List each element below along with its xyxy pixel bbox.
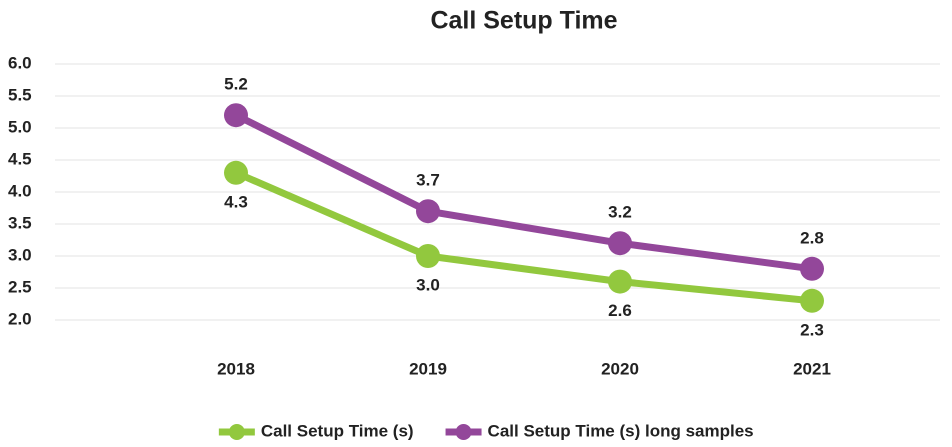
y-tick-label: 3.0	[8, 245, 32, 264]
data-point	[608, 231, 632, 256]
data-label: 2.6	[608, 301, 632, 320]
x-tick-label: 2018	[217, 359, 255, 378]
data-label: 3.2	[608, 203, 632, 222]
data-point	[224, 103, 248, 128]
y-tick-label: 5.0	[8, 117, 32, 136]
series-line	[234, 169, 813, 305]
series-line	[234, 112, 813, 273]
y-tick-label: 4.5	[8, 149, 32, 168]
data-point	[800, 288, 824, 313]
legend-label: Call Setup Time (s)	[261, 421, 414, 440]
x-tick-label: 2019	[409, 359, 447, 378]
data-point	[416, 199, 440, 224]
chart-title: Call Setup Time	[430, 7, 617, 35]
data-label: 4.3	[224, 192, 248, 211]
data-point	[416, 244, 440, 268]
data-point	[800, 256, 824, 281]
data-point	[608, 269, 632, 294]
data-point	[224, 160, 248, 185]
y-tick-label: 5.5	[8, 85, 32, 104]
y-tick-label: 2.0	[8, 309, 32, 328]
data-label: 3.0	[416, 275, 440, 294]
y-tick-label: 4.0	[8, 181, 32, 200]
data-label: 5.2	[224, 75, 248, 94]
legend-label: Call Setup Time (s) long samples	[488, 421, 754, 440]
legend-marker	[455, 424, 472, 440]
data-label: 2.8	[800, 228, 824, 247]
data-label: 2.3	[800, 320, 824, 339]
x-tick-label: 2021	[793, 359, 831, 378]
y-tick-label: 3.5	[8, 213, 32, 232]
x-tick-label: 2020	[601, 359, 639, 378]
data-label: 3.7	[416, 171, 440, 190]
legend-marker	[228, 424, 245, 440]
y-tick-label: 2.5	[8, 277, 32, 296]
y-tick-label: 6.0	[8, 53, 32, 72]
